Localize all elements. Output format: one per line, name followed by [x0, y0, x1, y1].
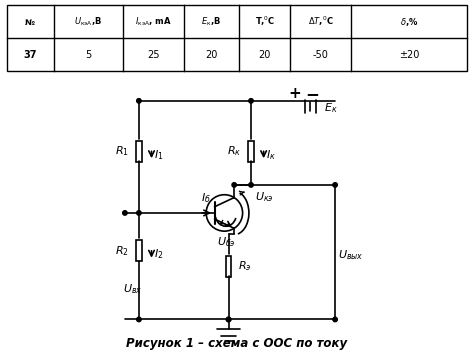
Text: $R_1$: $R_1$	[115, 145, 129, 158]
Text: $E_{\mathrm{к}}$,В: $E_{\mathrm{к}}$,В	[201, 15, 221, 28]
Circle shape	[333, 317, 337, 322]
Text: -50: -50	[313, 50, 328, 60]
Text: −: −	[306, 85, 319, 103]
Circle shape	[137, 211, 141, 215]
Text: ±20: ±20	[399, 50, 419, 60]
Text: 5: 5	[85, 50, 91, 60]
Bar	[136, 141, 142, 162]
Circle shape	[227, 317, 231, 322]
Text: Т,$^0$С: Т,$^0$С	[255, 15, 275, 28]
Circle shape	[137, 317, 141, 322]
Text: $I_1$: $I_1$	[155, 148, 164, 162]
Text: $E_{к}$: $E_{к}$	[324, 101, 338, 115]
Circle shape	[232, 183, 237, 187]
Text: $R_2$: $R_2$	[115, 244, 129, 258]
Circle shape	[249, 183, 253, 187]
Text: 20: 20	[259, 50, 271, 60]
Circle shape	[227, 317, 231, 322]
Text: $\mathbf{№}$: $\mathbf{№}$	[25, 17, 36, 27]
Text: 37: 37	[24, 50, 37, 60]
Text: $U_{\mathrm{кэА}}$,В: $U_{\mathrm{кэА}}$,В	[74, 15, 102, 28]
Text: $I_{\mathrm{кэА}}$, mА: $I_{\mathrm{кэА}}$, mА	[135, 15, 172, 28]
Circle shape	[123, 211, 127, 215]
Circle shape	[249, 99, 253, 103]
Text: $U_{бэ}$: $U_{бэ}$	[217, 235, 236, 249]
Text: $R_{э}$: $R_{э}$	[238, 259, 252, 273]
Text: $I_{к}$: $I_{к}$	[266, 148, 276, 162]
Text: $U_{кэ}$: $U_{кэ}$	[255, 191, 274, 205]
Text: $I_2$: $I_2$	[155, 248, 164, 261]
Bar	[248, 141, 254, 162]
Text: $I_{б}$: $I_{б}$	[201, 191, 211, 205]
Text: +: +	[288, 86, 301, 101]
Circle shape	[137, 99, 141, 103]
Text: $\delta$,%: $\delta$,%	[400, 16, 418, 28]
Bar	[136, 240, 142, 261]
Circle shape	[333, 183, 337, 187]
Text: 25: 25	[147, 50, 160, 60]
Text: $R_{к}$: $R_{к}$	[227, 145, 241, 158]
Text: $U_{вх}$: $U_{вх}$	[124, 282, 143, 296]
Text: $\Delta T$,$^0$С: $\Delta T$,$^0$С	[308, 15, 333, 28]
Bar	[226, 256, 231, 277]
Text: 20: 20	[205, 50, 218, 60]
Text: Рисунок 1 – схема с ООС по току: Рисунок 1 – схема с ООС по току	[127, 337, 347, 350]
Text: $U_{вых}$: $U_{вых}$	[338, 248, 364, 262]
